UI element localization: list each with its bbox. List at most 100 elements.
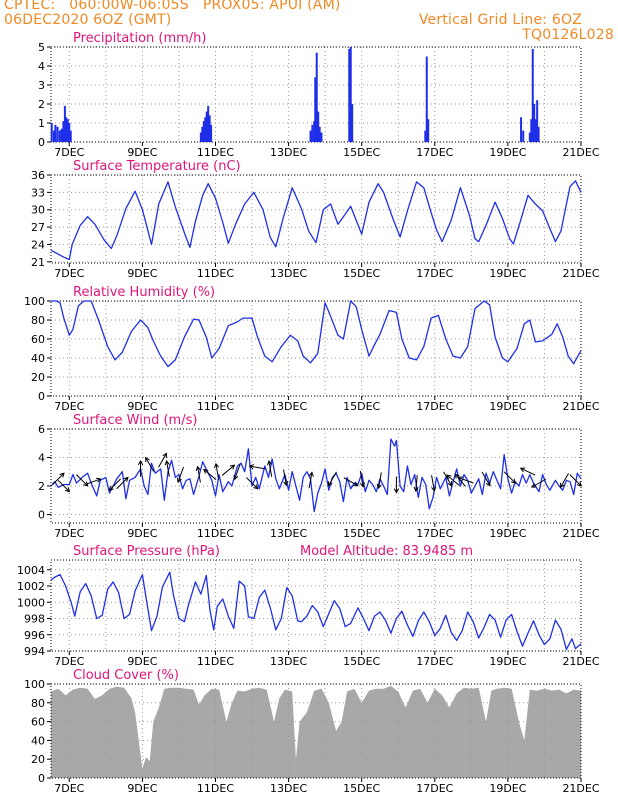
wind-arrow-shaft [234,464,241,480]
wind-arrow-shaft [197,466,201,483]
wind-arrow-head [108,485,114,491]
wind-arrow-shaft [415,475,418,492]
wind-arrow-shaft [378,472,382,489]
wind-arrow-shaft [569,474,582,487]
wind-arrow-shaft [458,477,474,484]
panel2-y-tick-label: 33 [31,186,45,199]
panel1-y-tick-label: 0 [38,136,45,149]
wind-arrow-head [393,488,400,494]
panel1-y-tick-label: 5 [38,41,45,54]
wind-arrow-shaft [343,477,358,487]
wind-arrow-head [510,478,517,484]
precip-bar [536,100,539,142]
wind-arrow-head [485,481,491,487]
wind-arrow-shaft [481,471,491,487]
panel5-frame [50,559,582,652]
wind-arrow-shaft [503,471,516,484]
panel3-y-tick-label: 60 [31,333,45,346]
panel4-x-tick-label: 17DEC [416,527,453,540]
wind-arrow-shaft [249,465,266,470]
wind-arrow-head [560,482,565,489]
panel4-y-tick-label: 2 [38,480,45,493]
precip-bar [50,123,53,142]
wind-arrow-shaft [85,478,101,485]
precip-bar [522,130,525,142]
wind-arrow-head [376,483,382,490]
header-line1-right: Vertical Grid Line: 6OZ [418,12,582,28]
precip-bar [320,132,323,142]
wind-arrow-head [123,476,129,482]
precip-bar [351,104,354,142]
precip-bar [530,119,533,142]
wind-arrow-head [454,473,460,479]
panel3-x-tick-label: 9DEC [127,400,157,413]
panel4-x-tick-label: 7DEC [54,527,84,540]
panel4-x-tick-label: 9DEC [127,527,157,540]
panel2-x-tick-label: 21DEC [562,267,599,280]
wind-arrow-head [447,481,453,487]
panel4-x-tick-label: 21DEC [562,527,599,540]
panel4-x-tick-label: 11DEC [197,527,234,540]
panel1-title: Precipitation (mm/h) [73,31,206,46]
wind-arrow-head [576,481,582,487]
panel2-x-tick-label: 11DEC [197,267,234,280]
panel1-frame [50,46,582,143]
wind-arrow-head [359,482,365,488]
precip-bar [348,48,351,142]
wind-arrow-head [233,474,239,481]
panel6-y-tick-label: 20 [31,753,45,766]
panel5-x-tick-label: 7DEC [54,655,84,668]
wind-arrow-head [253,484,259,490]
panel3-x-tick-label: 17DEC [416,400,453,413]
wind-arrow-shaft [166,460,170,477]
wind-arrow-head [267,459,273,466]
panel1-x-tick-label: 15DEC [343,146,380,159]
panel4-title: Surface Wind (m/s) [73,413,197,428]
panel3-x-tick-label: 11DEC [197,400,234,413]
wind-arrow-head [327,481,333,487]
panel5-x-tick-label: 9DEC [127,655,157,668]
panel5-x-tick-label: 21DEC [562,655,599,668]
wind-arrow-head [248,464,255,470]
panel1-x-tick-label: 21DEC [562,146,599,159]
wind-arrow-shaft [145,457,155,472]
precip-bar [427,119,430,142]
wind-arrow-shaft [328,471,337,487]
wind-arrow-head [229,464,236,470]
panel6-x-tick-label: 15DEC [343,782,380,795]
panel2-y-tick-label: 36 [31,169,45,182]
panel1-x-tick-label: 17DEC [416,146,453,159]
precip-bar [533,104,536,142]
wind-arrow-head [64,487,71,493]
precip-bar [56,126,59,142]
panel3-frame [50,300,582,397]
wind-arrow-head [353,481,359,487]
panel6-x-tick-label: 9DEC [127,782,157,795]
wind-arrow-shaft [531,478,547,488]
panel4-y-tick-label: 4 [38,451,45,464]
precip-bar [520,117,523,142]
panel6-y-tick-label: 100 [24,678,45,691]
panel5-y-tick-label: 994 [24,645,45,658]
wind-arrow-head [214,462,220,469]
precip-bar [63,105,66,142]
header-line2-left: 06DEC2020 6OZ (GMT) [4,12,172,28]
wind-arrow-shaft [221,464,235,476]
wind-arrow-head [308,471,314,477]
panel5-y-tick-label: 1004 [17,564,45,577]
precip-bar [207,105,210,142]
wind-arrow-head [176,477,182,484]
wind-arrow-head [195,465,201,472]
panel3-series-line [51,300,582,368]
precip-bar [537,126,540,142]
wind-arrow-head [203,468,209,474]
precip-bar [69,130,72,142]
panel4-y-tick-label: 6 [38,423,45,436]
wind-arrow-shaft [158,453,167,468]
precip-bar [314,77,317,142]
precip-bar [60,128,63,142]
panel2-y-tick-label: 30 [31,204,45,217]
precip-bar [424,130,427,142]
panel2-x-tick-label: 17DEC [416,267,453,280]
